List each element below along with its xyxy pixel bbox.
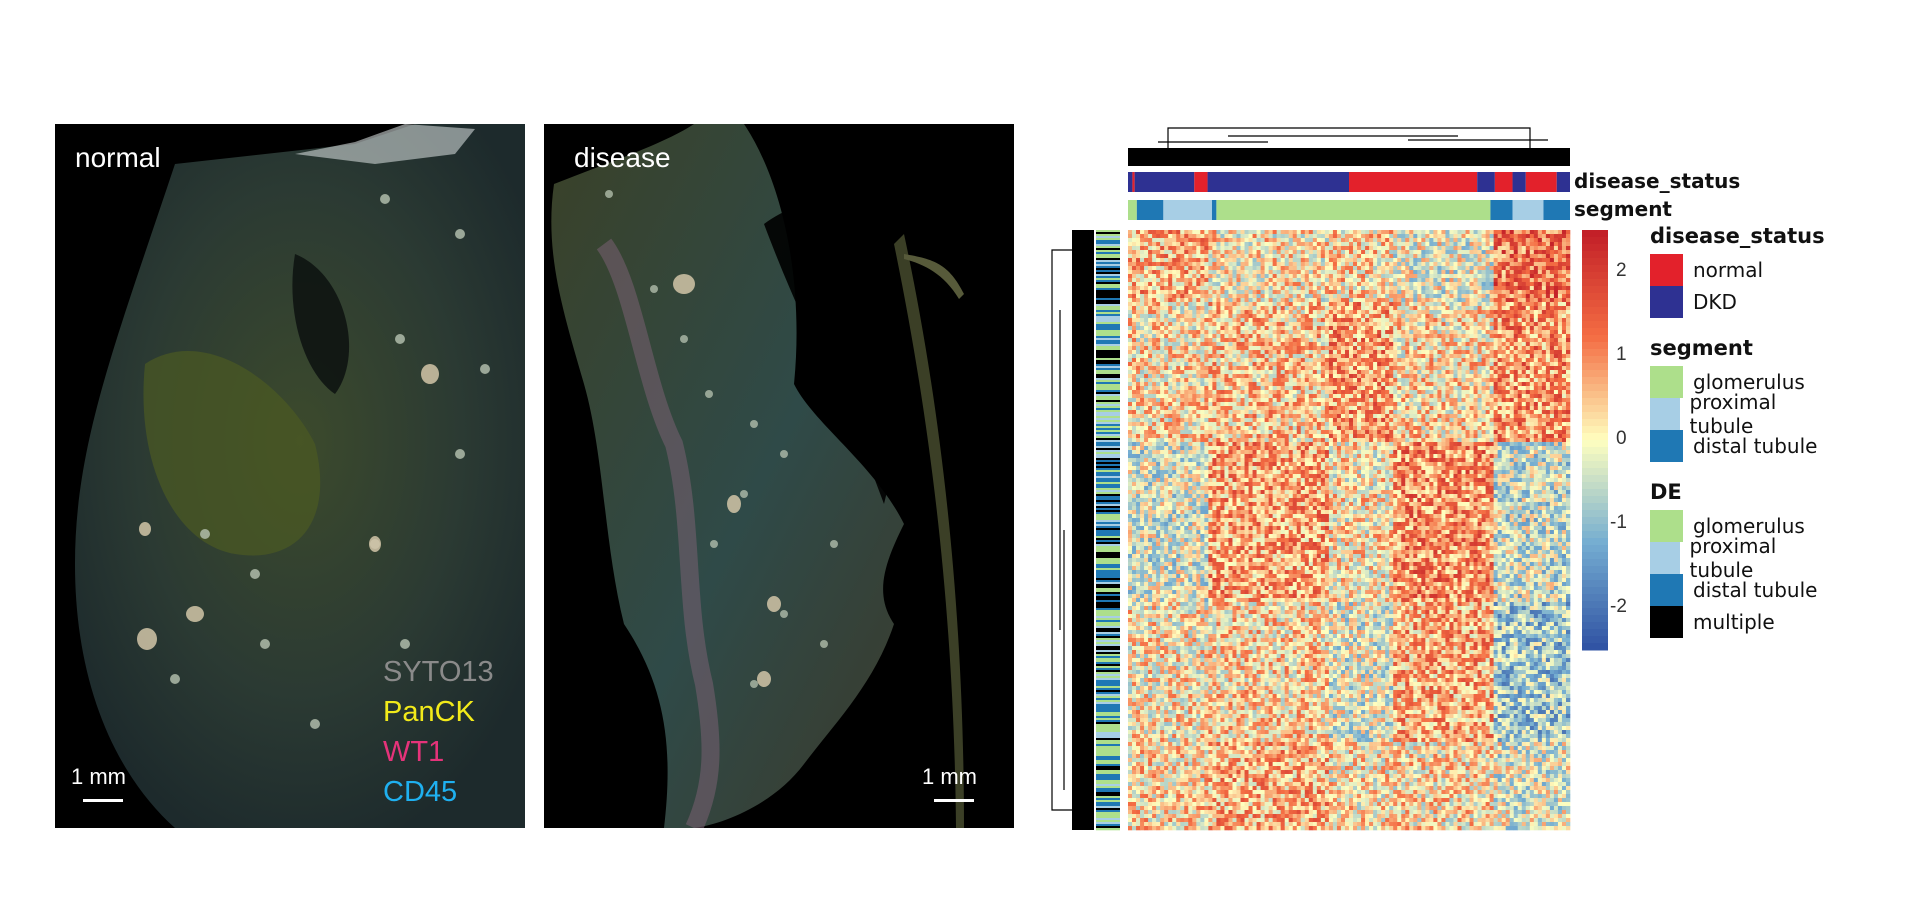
legend-title-de: DE (1650, 480, 1682, 504)
normal-tissue-image (75, 124, 525, 828)
legend-swatch-proximal-tubule (1650, 398, 1680, 430)
annotation-label-segment: segment (1574, 197, 1672, 221)
disease-status-annotation-bar (1128, 172, 1570, 192)
legend-item-de-proximal-tubule: proximal tubule (1650, 534, 1830, 582)
panel-title-normal: normal (75, 142, 161, 173)
heatmap-cells (1128, 230, 1571, 831)
segment-annotation-bar (1128, 200, 1570, 220)
disease-tissue-panel: disease 1 mm (544, 124, 1014, 828)
legend-swatch-de-multiple (1650, 606, 1683, 638)
legend-swatch-glomerulus (1650, 366, 1683, 398)
colorbar-tick-2: 2 (1616, 260, 1627, 281)
de-annotation-bar (1096, 230, 1120, 831)
scalebar-label-disease: 1 mm (922, 764, 977, 789)
legend-swatch-distal-tubule (1650, 430, 1683, 462)
heatmap-figure: disease_status segment 2 1 0 -1 -2 disea… (1050, 120, 1830, 840)
channel-cd45: CD45 (383, 776, 458, 808)
channel-legend: SYTO13 PanCK WT1 CD45 (383, 652, 494, 812)
column-dendrogram (1128, 127, 1570, 166)
heatmap-graphics (1051, 127, 1608, 831)
disease-tissue-image (551, 124, 964, 828)
scalebar-normal (83, 799, 123, 802)
colorbar-tick-0: 0 (1616, 428, 1627, 449)
legend-title-disease-status: disease_status (1650, 224, 1825, 248)
colorbar-tick-minus1: -1 (1610, 512, 1627, 533)
color-scale-bar (1582, 230, 1608, 651)
legend-item-segment-glomerulus: glomerulus (1650, 366, 1805, 398)
colorbar-tick-minus2: -2 (1610, 596, 1627, 617)
legend-item-de-multiple: multiple (1650, 606, 1775, 638)
colorbar-tick-1: 1 (1616, 344, 1627, 365)
legend-swatch-normal (1650, 254, 1683, 286)
legend-item-segment-proximal-tubule: proximal tubule (1650, 390, 1830, 438)
annotation-label-disease-status: disease_status (1574, 169, 1741, 193)
channel-panck: PanCK (383, 696, 475, 728)
normal-tissue-panel: normal 1 mm SYTO13 PanCK WT1 CD45 (55, 124, 525, 828)
legend-item-segment-distal-tubule: distal tubule (1650, 430, 1817, 462)
legend-item-normal: normal (1650, 254, 1763, 286)
legend-swatch-de-distal-tubule (1650, 574, 1683, 606)
legend-swatch-dkd (1650, 286, 1683, 318)
legend-item-de-glomerulus: glomerulus (1650, 510, 1805, 542)
legend-item-de-distal-tubule: distal tubule (1650, 574, 1817, 606)
legend-item-dkd: DKD (1650, 286, 1737, 318)
scalebar-label-normal: 1 mm (71, 764, 126, 789)
scalebar-disease (934, 799, 974, 802)
legend-swatch-de-glomerulus (1650, 510, 1683, 542)
channel-syto13: SYTO13 (383, 656, 494, 688)
channel-wt1: WT1 (383, 736, 445, 768)
legend-title-segment: segment (1650, 336, 1753, 360)
row-dendrogram (1051, 230, 1094, 830)
legend-swatch-de-proximal-tubule (1650, 542, 1680, 574)
panel-title-disease: disease (574, 142, 671, 173)
